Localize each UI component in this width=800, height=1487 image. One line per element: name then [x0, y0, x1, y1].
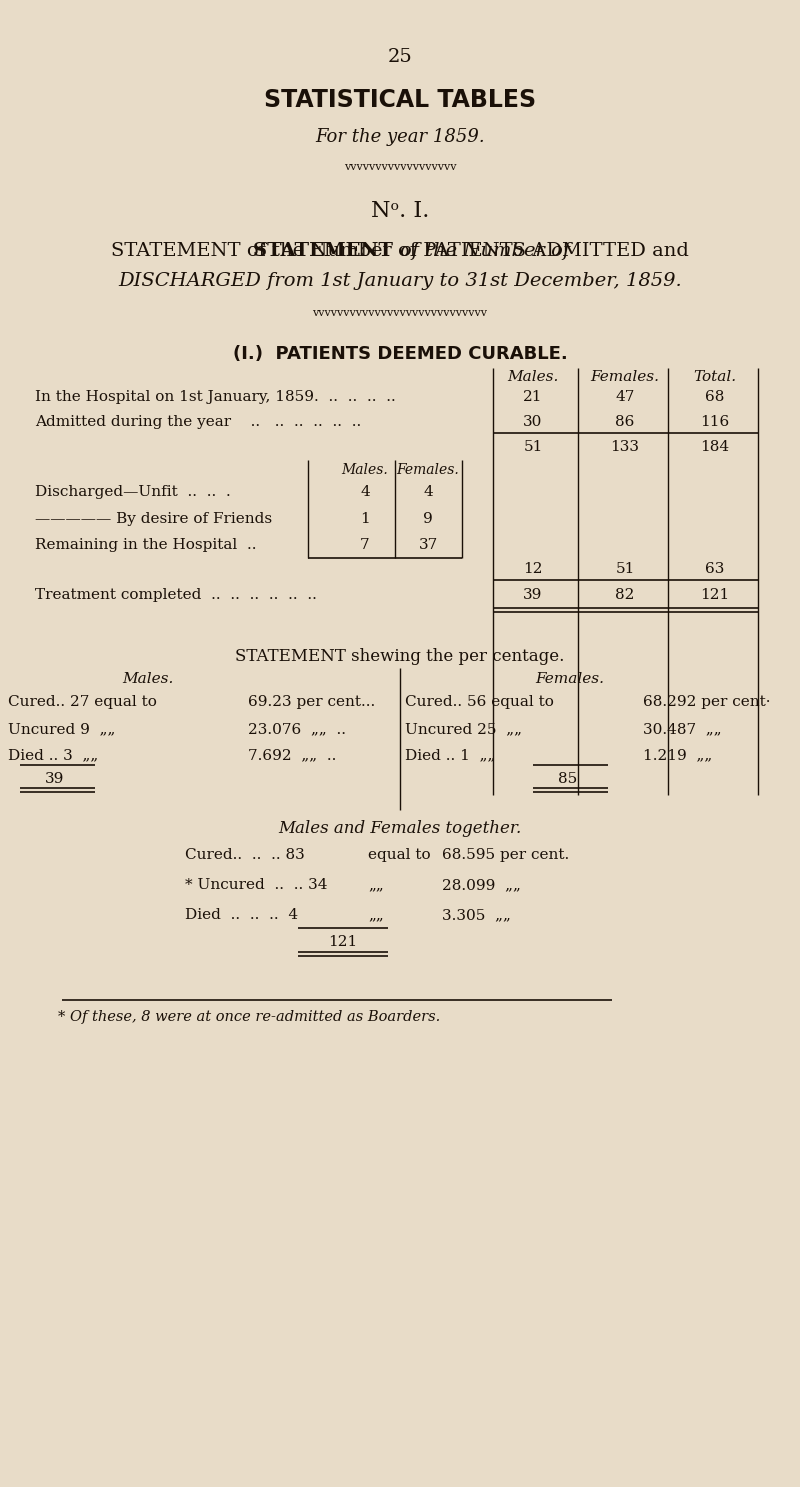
- Text: 86: 86: [615, 415, 634, 430]
- Text: 30: 30: [523, 415, 542, 430]
- Text: Admitted during the year    ..   ..  ..  ..  ..  ..: Admitted during the year .. .. .. .. .. …: [35, 415, 362, 430]
- Text: 1.219  „„: 1.219 „„: [643, 748, 712, 761]
- Text: Treatment completed  ..  ..  ..  ..  ..  ..: Treatment completed .. .. .. .. .. ..: [35, 587, 317, 602]
- Text: vvvvvvvvvvvvvvvvvvvvvvvvvvvv: vvvvvvvvvvvvvvvvvvvvvvvvvvvv: [313, 308, 487, 318]
- Text: Females.: Females.: [397, 462, 459, 477]
- Text: 51: 51: [615, 562, 634, 575]
- Text: 25: 25: [388, 48, 412, 65]
- Text: 51: 51: [523, 440, 542, 454]
- Text: 21: 21: [523, 390, 542, 404]
- Text: Uncured 25  „„: Uncured 25 „„: [405, 723, 522, 736]
- Text: Females.: Females.: [590, 370, 659, 384]
- Text: Cured..  ..  .. 83: Cured.. .. .. 83: [185, 848, 305, 862]
- Text: 68.595 per cent.: 68.595 per cent.: [442, 848, 570, 862]
- Text: 116: 116: [700, 415, 730, 430]
- Text: (I.)  PATIENTS DEEMED CURABLE.: (I.) PATIENTS DEEMED CURABLE.: [233, 345, 567, 363]
- Text: 184: 184: [701, 440, 730, 454]
- Text: Discharged—Unfit  ..  ..  .: Discharged—Unfit .. .. .: [35, 485, 230, 500]
- Text: DISCHARGED from 1st January to 31st December, 1859.: DISCHARGED from 1st January to 31st Dece…: [118, 272, 682, 290]
- Text: 23.076  „„  ..: 23.076 „„ ..: [248, 723, 346, 736]
- Text: STATEMENT of the Number of PATIENTS ADMITTED and: STATEMENT of the Number of PATIENTS ADMI…: [111, 242, 689, 260]
- Text: Died .. 3  „„: Died .. 3 „„: [8, 748, 98, 761]
- Text: Remaining in the Hospital  ..: Remaining in the Hospital ..: [35, 538, 257, 552]
- Text: 82: 82: [615, 587, 634, 602]
- Text: 47: 47: [615, 390, 634, 404]
- Text: Males.: Males.: [342, 462, 388, 477]
- Text: 4: 4: [360, 485, 370, 500]
- Text: 7: 7: [360, 538, 370, 552]
- Text: Nᵒ. I.: Nᵒ. I.: [371, 199, 429, 222]
- Text: 37: 37: [418, 538, 438, 552]
- Text: 68: 68: [706, 390, 725, 404]
- Text: Uncured 9  „„: Uncured 9 „„: [8, 723, 115, 736]
- Text: Males.: Males.: [507, 370, 558, 384]
- Text: Total.: Total.: [694, 370, 737, 384]
- Text: equal to: equal to: [368, 848, 430, 862]
- Text: Died .. 1  „„: Died .. 1 „„: [405, 748, 495, 761]
- Text: 39: 39: [46, 772, 65, 787]
- Text: 68.292 per cent·: 68.292 per cent·: [643, 694, 770, 709]
- Text: * Of these, 8 were at once re-admitted as Boarders.: * Of these, 8 were at once re-admitted a…: [58, 1010, 440, 1025]
- Text: Died  ..  ..  ..  4: Died .. .. .. 4: [185, 909, 298, 922]
- Text: of the Number of: of the Number of: [400, 242, 576, 260]
- Text: 85: 85: [558, 772, 578, 787]
- Text: Males.: Males.: [122, 672, 174, 686]
- Text: 12: 12: [523, 562, 542, 575]
- Text: For the year 1859.: For the year 1859.: [315, 128, 485, 146]
- Text: „„: „„: [368, 909, 384, 922]
- Text: * Uncured  ..  .. 34: * Uncured .. .. 34: [185, 877, 327, 892]
- Text: 121: 121: [700, 587, 730, 602]
- Text: 121: 121: [328, 935, 358, 949]
- Text: ————— By desire of Friends: ————— By desire of Friends: [35, 512, 272, 526]
- Text: STATEMENT: STATEMENT: [254, 242, 400, 260]
- Text: vvvvvvvvvvvvvvvvvv: vvvvvvvvvvvvvvvvvv: [344, 162, 456, 172]
- Text: 39: 39: [523, 587, 542, 602]
- Text: Cured.. 27 equal to: Cured.. 27 equal to: [8, 694, 157, 709]
- Text: 69.23 per cent...: 69.23 per cent...: [248, 694, 375, 709]
- Text: 1: 1: [360, 512, 370, 526]
- Text: 63: 63: [706, 562, 725, 575]
- Text: STATISTICAL TABLES: STATISTICAL TABLES: [264, 88, 536, 112]
- Text: STATEMENT shewing the per centage.: STATEMENT shewing the per centage.: [235, 648, 565, 665]
- Text: Females.: Females.: [535, 672, 605, 686]
- Text: 30.487  „„: 30.487 „„: [643, 723, 722, 736]
- Text: 28.099  „„: 28.099 „„: [442, 877, 521, 892]
- Text: Males and Females together.: Males and Females together.: [278, 819, 522, 837]
- Text: 9: 9: [423, 512, 433, 526]
- Text: In the Hospital on 1st January, 1859.  ..  ..  ..  ..: In the Hospital on 1st January, 1859. ..…: [35, 390, 396, 404]
- Text: „„: „„: [368, 877, 384, 892]
- Text: 7.692  „„  ..: 7.692 „„ ..: [248, 748, 336, 761]
- Text: 4: 4: [423, 485, 433, 500]
- Text: 3.305  „„: 3.305 „„: [442, 909, 511, 922]
- Text: Cured.. 56 equal to: Cured.. 56 equal to: [405, 694, 554, 709]
- Text: 133: 133: [610, 440, 639, 454]
